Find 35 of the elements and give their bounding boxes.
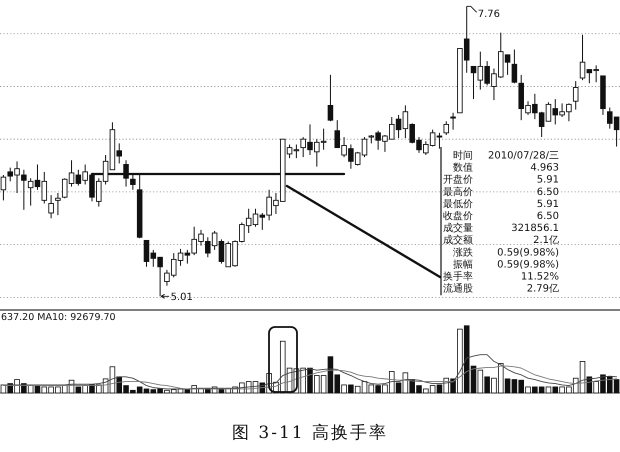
annotation: 6.50 (536, 186, 559, 198)
text: 637.20 MA10: 92679.70 (1, 312, 116, 323)
annotation: 4.963 (530, 162, 559, 174)
annotation: 2.79亿 (526, 284, 559, 295)
annotation: 最高价 (443, 186, 473, 198)
annotation: 5.91 (536, 198, 559, 210)
annotation: 时间 (453, 150, 473, 162)
annotation: 流通股 (443, 282, 473, 295)
annotation: 涨跌 (453, 246, 473, 258)
candlestick (512, 49, 518, 84)
text: 图 3-11 高换手率 (232, 423, 388, 443)
annotation: 开盘价 (443, 174, 473, 186)
annotation: 振幅 (453, 258, 473, 270)
candlestick (0, 174, 6, 201)
annotation: 321856.1 (511, 223, 559, 234)
annotation: 5.91 (536, 174, 559, 186)
annotation: 数值 (453, 162, 473, 174)
candlestick (55, 192, 61, 216)
annotation: 11.52% (520, 272, 559, 282)
annotation: 0.59(9.98%) (497, 259, 560, 270)
annotation: 收盘价 (443, 210, 473, 222)
candlestick (328, 74, 334, 122)
annotation: 2010/07/28/三 (488, 150, 559, 162)
annotation: 2.1亿 (533, 235, 559, 246)
annotation: 6.50 (536, 211, 559, 222)
annotation: 成交量 (443, 222, 473, 234)
annotation: 7.76 (478, 8, 500, 20)
candlestick (450, 112, 456, 130)
annotation: 0.59(9.98%) (497, 247, 560, 258)
candlestick (572, 80, 578, 110)
candlestick (48, 194, 54, 219)
annotation: 5.01 (170, 292, 193, 303)
annotation: 换手率 (443, 270, 473, 282)
annotation: 成交额 (443, 234, 473, 246)
annotation: 最低价 (443, 198, 473, 210)
